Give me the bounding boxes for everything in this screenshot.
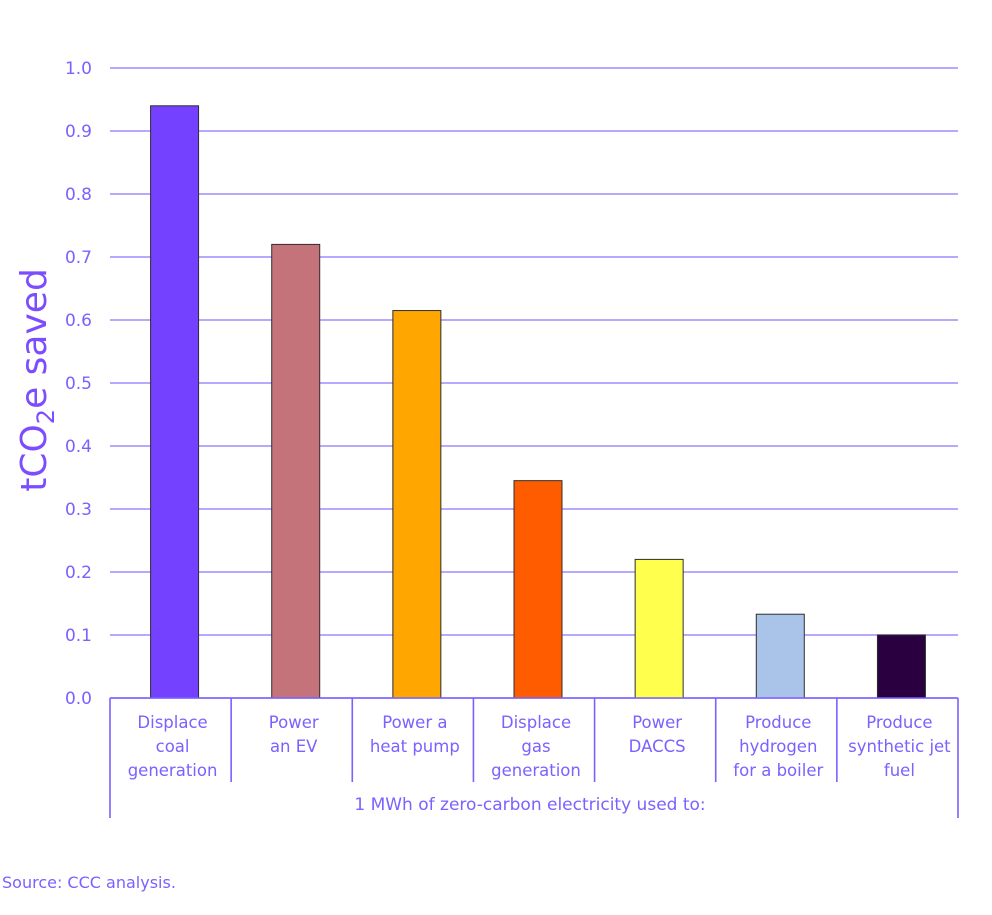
category-label: DACCS [629, 737, 686, 756]
x-axis-label: 1 MWh of zero-carbon electricity used to… [354, 795, 705, 815]
y-tick-label: 0.6 [65, 311, 92, 331]
y-tick-label: 0.4 [65, 437, 92, 457]
bar [755, 613, 805, 699]
category-label: generation [491, 761, 581, 780]
y-tick-label: 0.7 [65, 248, 92, 268]
y-axis-label: tCO2e saved [14, 268, 60, 492]
category-label: heat pump [370, 737, 460, 756]
y-tick-label: 1.0 [65, 59, 92, 79]
category-label: an EV [270, 737, 318, 756]
y-tick-label: 0.3 [65, 500, 92, 520]
category-label: fuel [884, 761, 915, 780]
category-label: Power [269, 713, 319, 732]
axes [109, 697, 959, 818]
source-note: Source: CCC analysis. [2, 873, 176, 892]
bar [150, 105, 200, 699]
category-label: Displace [137, 713, 207, 732]
bar [876, 634, 926, 699]
category-label: Displace [501, 713, 571, 732]
category-label: Power a [382, 713, 447, 732]
y-tick-label: 0.8 [65, 185, 92, 205]
gridlines [110, 67, 958, 699]
category-label: generation [128, 761, 218, 780]
y-tick-label: 0.2 [65, 563, 92, 583]
y-tick-label: 0.1 [65, 626, 92, 646]
y-tick-label: 0.0 [65, 689, 92, 709]
bars [150, 105, 926, 699]
bar [634, 558, 684, 699]
category-label: Produce [745, 713, 811, 732]
bar [513, 480, 563, 699]
category-label: Produce [866, 713, 932, 732]
category-label: coal [156, 737, 190, 756]
labels: 0.0 0.1 0.2 0.3 0.4 0.5 0.6 0.7 0.8 0.9 1.0 Displac… [14, 59, 951, 815]
category-label: gas [521, 737, 550, 756]
bar [392, 310, 442, 699]
category-label: for a boiler [733, 761, 823, 780]
bar [271, 243, 321, 699]
category-label: Power [632, 713, 682, 732]
category-label: synthetic jet [848, 737, 951, 756]
y-tick-label: 0.5 [65, 374, 92, 394]
y-tick-label: 0.9 [65, 122, 92, 142]
category-label: hydrogen [739, 737, 817, 756]
